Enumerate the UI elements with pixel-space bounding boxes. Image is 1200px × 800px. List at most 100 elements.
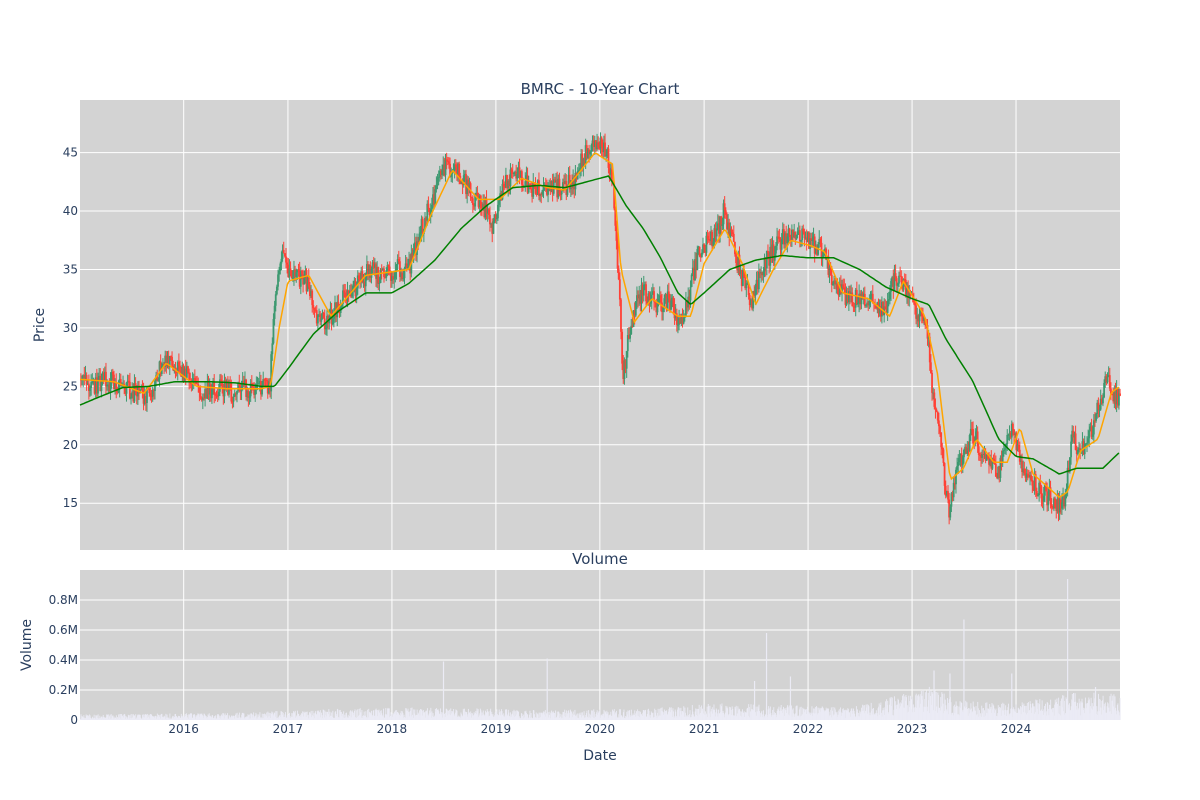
candle-body-up bbox=[181, 365, 184, 377]
volume-bar bbox=[609, 714, 611, 720]
volume-bar bbox=[143, 714, 145, 720]
volume-bar bbox=[828, 711, 830, 720]
candle-body-down bbox=[617, 268, 620, 280]
candle-body-down bbox=[102, 372, 105, 380]
volume-bar bbox=[678, 707, 680, 720]
volume-bar bbox=[744, 712, 746, 720]
candle-body-down bbox=[558, 178, 561, 195]
volume-bar bbox=[519, 717, 521, 720]
volume-bar bbox=[667, 713, 669, 720]
candle-body-down bbox=[502, 183, 505, 188]
volume-bar bbox=[1080, 702, 1082, 720]
volume-bar bbox=[863, 710, 865, 720]
volume-bar bbox=[894, 696, 896, 720]
volume-bar bbox=[657, 712, 659, 720]
candle-body-up bbox=[1083, 444, 1086, 455]
volume-bar bbox=[471, 713, 473, 720]
volume-bar bbox=[149, 714, 151, 720]
volume-bar bbox=[758, 704, 760, 720]
volume-bar bbox=[573, 714, 575, 720]
volume-bar bbox=[264, 713, 265, 720]
volume-bar bbox=[313, 713, 315, 720]
candle-body-down bbox=[819, 238, 822, 243]
volume-bar bbox=[798, 709, 800, 720]
volume-bar bbox=[329, 711, 331, 720]
volume-bar bbox=[128, 715, 130, 720]
volume-bar bbox=[935, 692, 937, 720]
volume-bar bbox=[516, 710, 518, 720]
volume-bar bbox=[931, 692, 933, 720]
candle-body-down bbox=[372, 262, 375, 268]
volume-bar bbox=[832, 710, 833, 720]
volume-bar bbox=[358, 709, 360, 720]
volume-bar bbox=[643, 710, 645, 720]
volume-bar bbox=[402, 713, 404, 720]
volume-bar bbox=[908, 695, 910, 720]
volume-bar bbox=[538, 717, 539, 720]
candle-body-up bbox=[757, 271, 760, 290]
volume-bar bbox=[270, 713, 272, 720]
candle-body-down bbox=[930, 362, 932, 373]
volume-bar bbox=[445, 708, 447, 720]
volume-bar bbox=[261, 713, 263, 720]
candle-body-down bbox=[699, 256, 702, 258]
volume-bar bbox=[193, 714, 195, 720]
volume-bar bbox=[1022, 712, 1024, 720]
volume-bar bbox=[251, 714, 253, 720]
volume-bar bbox=[843, 710, 845, 720]
volume-bar bbox=[762, 714, 764, 720]
volume-bar bbox=[416, 709, 418, 720]
volume-bar bbox=[301, 713, 303, 720]
volume-bar bbox=[883, 714, 885, 720]
volume-bar bbox=[122, 714, 124, 720]
candle-body-down bbox=[209, 384, 212, 399]
volume-bar bbox=[348, 716, 350, 720]
volume-bar bbox=[450, 713, 452, 720]
candle-body-down bbox=[646, 301, 649, 304]
volume-bar bbox=[248, 718, 250, 720]
candle-body-down bbox=[834, 280, 837, 285]
volume-bar bbox=[265, 715, 267, 720]
candle-body-down bbox=[1049, 487, 1052, 505]
volume-bar bbox=[1066, 699, 1068, 720]
volume-bar bbox=[379, 714, 381, 720]
candle-body-down bbox=[986, 454, 989, 459]
volume-bar bbox=[269, 713, 271, 720]
volume-bar bbox=[1053, 707, 1054, 720]
volume-bar bbox=[362, 715, 364, 720]
candle-body-down bbox=[427, 203, 430, 209]
volume-bar bbox=[858, 712, 860, 720]
candle-body-down bbox=[518, 167, 521, 178]
candle-body-down bbox=[159, 361, 162, 374]
candle-body-down bbox=[1027, 474, 1030, 477]
volume-bar bbox=[456, 710, 458, 720]
candle-body-up bbox=[729, 228, 732, 238]
volume-bar bbox=[95, 715, 97, 720]
volume-bar bbox=[624, 718, 626, 720]
volume-bar bbox=[238, 712, 240, 720]
volume-bar bbox=[687, 714, 689, 720]
candle-body-up bbox=[1033, 474, 1036, 491]
candle-body-up bbox=[1010, 423, 1013, 438]
volume-bar bbox=[935, 710, 937, 720]
candle-body-down bbox=[936, 411, 939, 421]
volume-bar bbox=[204, 714, 206, 720]
candle-body-down bbox=[93, 380, 96, 394]
candle-body-up bbox=[237, 382, 240, 391]
volume-bar bbox=[1075, 705, 1077, 720]
volume-bar bbox=[210, 716, 212, 720]
volume-bar bbox=[252, 717, 253, 720]
volume-bar bbox=[652, 712, 654, 720]
volume-bar bbox=[80, 714, 82, 720]
candle-body-up bbox=[878, 306, 881, 314]
candle-body-down bbox=[388, 266, 391, 272]
candle-body-down bbox=[221, 380, 224, 389]
volume-bar bbox=[569, 709, 571, 720]
volume-bar bbox=[644, 710, 646, 720]
volume-bar bbox=[1104, 706, 1106, 720]
volume-bar bbox=[825, 710, 827, 720]
candle-body-down bbox=[167, 355, 170, 368]
volume-bar bbox=[809, 714, 811, 720]
volume-bar bbox=[1112, 706, 1114, 720]
volume-bar bbox=[230, 715, 232, 720]
